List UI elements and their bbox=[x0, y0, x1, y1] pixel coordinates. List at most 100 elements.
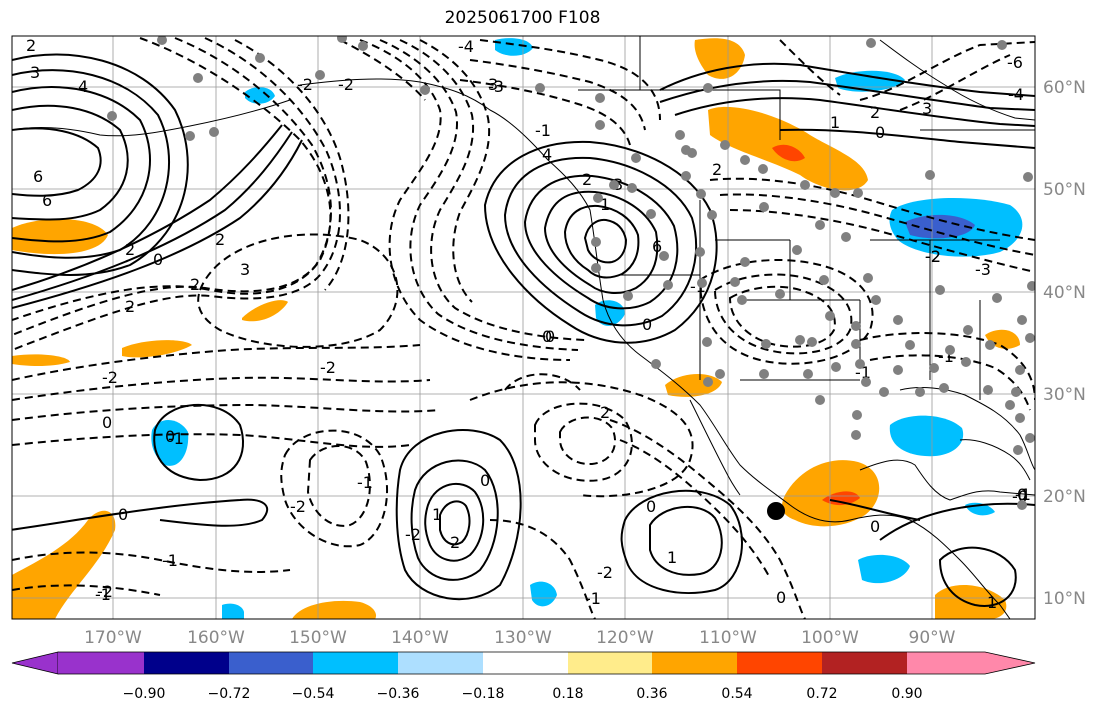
contour-label: -4 bbox=[458, 37, 474, 56]
lon-label: 120°W bbox=[596, 628, 654, 648]
contour-label: 0 bbox=[875, 123, 885, 142]
contour-label: 0 bbox=[480, 471, 490, 490]
contour-label: 0 bbox=[542, 327, 552, 346]
contour-label: -2 bbox=[97, 582, 113, 601]
lat-label: 10°N bbox=[1043, 589, 1086, 609]
contour-label: 0 bbox=[102, 413, 112, 432]
shade-red bbox=[772, 144, 805, 162]
contour-label: 4 bbox=[542, 145, 552, 164]
contour-label: 1 bbox=[667, 548, 677, 567]
contour-label: -2 bbox=[405, 525, 421, 544]
shade-cyan bbox=[889, 415, 964, 457]
shade-orange bbox=[122, 340, 192, 358]
lon-label: 140°W bbox=[391, 628, 449, 648]
contour-label: 1 bbox=[830, 113, 840, 132]
contour-label: 1 bbox=[432, 505, 442, 524]
contour-label: 0 bbox=[870, 517, 880, 536]
page-title: 2025061700 F108 bbox=[444, 8, 601, 28]
contour-label: -1 bbox=[357, 473, 373, 492]
colorbar-tick: −0.36 bbox=[377, 686, 420, 702]
contour-label: -4 bbox=[1008, 85, 1024, 104]
contour-label: -1 bbox=[585, 589, 601, 608]
colorbar-swatch bbox=[822, 652, 907, 674]
shade-orange bbox=[12, 354, 70, 366]
lat-label: 20°N bbox=[1043, 487, 1086, 507]
contour-label: 2 bbox=[26, 36, 36, 55]
contour-label: -3 bbox=[975, 260, 991, 279]
contour-label: -2 bbox=[290, 497, 306, 516]
shade-cyan bbox=[222, 603, 244, 619]
contour-label: 6 bbox=[652, 237, 662, 256]
colorbar-tick: −0.54 bbox=[292, 686, 335, 702]
contour-label: 2 bbox=[125, 297, 135, 316]
contour-label: 2 bbox=[582, 170, 592, 189]
contour-label: -2 bbox=[320, 358, 336, 377]
contour-label: 6 bbox=[42, 191, 52, 210]
contour-label-layer: 2 3 4 6 6 2 0 2 3 2 2 0 -2 -2 0 2 3 4 3 … bbox=[26, 36, 1031, 612]
latitude-axis: 60°N 50°N 40°N 30°N 20°N 10°N bbox=[1043, 78, 1086, 609]
shading-layer bbox=[12, 38, 1023, 619]
shade-orange bbox=[12, 218, 108, 255]
solid-contours bbox=[12, 53, 1035, 607]
contour-label: -1 bbox=[168, 429, 184, 448]
lon-label: 100°W bbox=[801, 628, 859, 648]
colorbar-swatch bbox=[313, 652, 398, 674]
contour-label: -2 bbox=[925, 247, 941, 266]
colorbar-swatch bbox=[483, 652, 568, 674]
lat-label: 30°N bbox=[1043, 385, 1086, 405]
contour-label: 0 bbox=[165, 427, 175, 446]
contour-label: 0 bbox=[1017, 485, 1027, 504]
shade-cyan bbox=[530, 581, 557, 607]
lon-label: 170°W bbox=[84, 628, 142, 648]
shade-cyan bbox=[151, 420, 189, 466]
lon-label: 90°W bbox=[909, 628, 956, 648]
contour-label: 2 bbox=[190, 275, 200, 294]
colorbar-swatch bbox=[58, 652, 144, 674]
colorbar-max-arrow bbox=[907, 652, 1035, 674]
shade-cyan bbox=[595, 300, 625, 326]
contour-label: -2 bbox=[338, 75, 354, 94]
colorbar: −0.90 −0.72 −0.54 −0.36 −0.18 0.18 0.36 … bbox=[11, 651, 1036, 702]
lat-label: 60°N bbox=[1043, 78, 1086, 98]
colorbar-swatch bbox=[568, 652, 652, 674]
colorbar-tick: 0.54 bbox=[721, 686, 752, 702]
contour-label: 0 bbox=[776, 588, 786, 607]
colorbar-swatch bbox=[737, 652, 822, 674]
lat-label: 40°N bbox=[1043, 283, 1086, 303]
contour-label: 0 bbox=[118, 505, 128, 524]
shade-cyan bbox=[835, 70, 905, 92]
contour-label: -1 bbox=[95, 585, 111, 604]
contour-label: -3 bbox=[488, 77, 504, 96]
lon-label: 160°W bbox=[187, 628, 245, 648]
contour-label: 2 bbox=[870, 103, 880, 122]
colorbar-swatch bbox=[398, 652, 483, 674]
colorbar-min-arrow bbox=[11, 651, 59, 675]
contour-label: 1 bbox=[987, 593, 997, 612]
contour-label: -1 bbox=[535, 121, 551, 140]
contour-label: 2 bbox=[215, 230, 225, 249]
contour-label: -2 bbox=[597, 563, 613, 582]
contour-label: 3 bbox=[922, 99, 932, 118]
shade-orange bbox=[12, 510, 116, 619]
lon-label: 150°W bbox=[289, 628, 347, 648]
contour-label: 2 bbox=[712, 160, 722, 179]
shade-blue bbox=[905, 214, 975, 239]
contour-label: 0 bbox=[642, 315, 652, 334]
contour-label: 2 bbox=[450, 533, 460, 552]
lon-label: 130°W bbox=[494, 628, 552, 648]
map-frame bbox=[11, 35, 1036, 620]
graticule bbox=[12, 36, 1035, 619]
colorbar-tick: 0.90 bbox=[891, 686, 922, 702]
shade-orange bbox=[292, 600, 377, 619]
colorbar-swatch bbox=[652, 652, 737, 674]
contour-label: 2 bbox=[125, 240, 135, 259]
colorbar-tick: 0.72 bbox=[806, 686, 837, 702]
contour-label: 0 bbox=[153, 250, 163, 269]
shade-cyan bbox=[245, 87, 275, 104]
colorbar-tick: −0.90 bbox=[123, 686, 166, 702]
contour-label: -2 bbox=[925, 247, 941, 266]
station-markers bbox=[107, 36, 1035, 510]
contour-label: 4 bbox=[78, 77, 88, 96]
colorbar-tick: 0.36 bbox=[636, 686, 667, 702]
shade-red bbox=[822, 491, 860, 506]
